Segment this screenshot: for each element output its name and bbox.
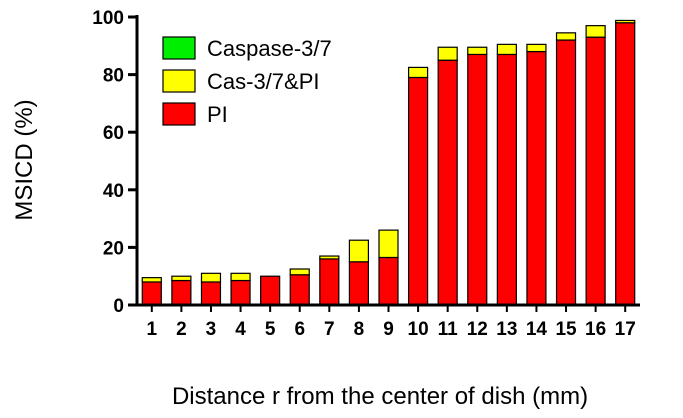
y-tick-label: 100 — [92, 8, 124, 29]
legend-swatch — [162, 69, 196, 93]
bar-segment-pi — [555, 39, 577, 306]
x-tick-label: 1 — [147, 319, 158, 340]
bar-segment-cas-3-7-pi — [496, 43, 517, 56]
y-tick-label: 20 — [103, 238, 124, 259]
legend: Caspase-3/7 Cas-3/7&PI PI — [162, 36, 332, 127]
bar-segment-cas-3-7-pi — [348, 239, 370, 263]
y-axis-label: MSICD (%) — [11, 99, 38, 220]
x-tick-label: 5 — [265, 319, 276, 340]
x-tick-label: 17 — [615, 319, 636, 340]
y-tick-label: 80 — [103, 66, 124, 87]
x-tick-label: 4 — [235, 319, 246, 340]
bar-segment-cas-3-7-pi — [141, 277, 162, 283]
plot-area — [141, 19, 636, 306]
x-axis-label: Distance r from the center of dish (mm) — [172, 383, 588, 410]
bar-segment-pi — [378, 256, 399, 306]
y-tick-label: 60 — [103, 123, 124, 144]
bar-segment-pi — [289, 274, 310, 306]
legend-swatch — [162, 102, 196, 126]
bar-segment-pi — [171, 279, 192, 306]
bar-segment-pi — [260, 275, 281, 306]
bar-segment-cas-3-7-pi — [378, 229, 399, 259]
bar-segment-cas-3-7-pi — [319, 255, 340, 260]
legend-swatch — [162, 36, 196, 60]
x-tick-label: 16 — [585, 319, 606, 340]
bar-segment-cas-3-7-pi — [200, 272, 222, 283]
bar-segment-cas-3-7-pi — [526, 43, 547, 53]
x-tick-label: 15 — [555, 319, 577, 340]
y-tick-label: 40 — [103, 181, 124, 202]
bar-segment-cas-3-7-pi — [615, 19, 636, 24]
bar-segment-pi — [407, 76, 429, 306]
x-tick-label: 2 — [176, 319, 187, 340]
bar-segment-cas-3-7-pi — [437, 46, 458, 61]
x-tick-label: 9 — [383, 319, 394, 340]
legend-label: Cas-3/7&PI — [207, 69, 320, 94]
x-tick-label: 7 — [324, 319, 335, 340]
bar-segment-cas-3-7-pi — [585, 25, 606, 38]
x-tick-label: 12 — [467, 319, 488, 340]
x-tick-label: 6 — [294, 319, 305, 340]
bar-segment-pi — [200, 281, 222, 306]
bar-segment-pi — [141, 281, 162, 306]
x-tick-label: 14 — [526, 319, 548, 340]
legend-label: Caspase-3/7 — [207, 36, 332, 61]
bar-segment-cas-3-7-pi — [555, 32, 577, 41]
bar-segment-pi — [437, 59, 458, 306]
bar-segment-cas-3-7-pi — [467, 46, 488, 56]
x-tick-label: 10 — [408, 319, 429, 340]
x-tick-label: 3 — [206, 319, 217, 340]
bar-segment-pi — [230, 279, 251, 306]
bar-segment-pi — [348, 261, 370, 306]
x-tick-label: 8 — [354, 319, 365, 340]
bar-segment-cas-3-7-pi — [407, 66, 429, 79]
y-axis: 0 20 40 60 80 100 — [92, 8, 139, 317]
bar-segment-cas-3-7-pi — [171, 275, 192, 282]
bar-segment-pi — [526, 50, 547, 306]
bar-segment-pi — [319, 258, 340, 306]
x-tick-label: 13 — [496, 319, 517, 340]
bar-segment-pi — [615, 22, 636, 306]
bar-segment-pi — [585, 36, 606, 306]
y-tick-label: 0 — [113, 296, 124, 317]
x-tick-label: 11 — [438, 319, 459, 340]
legend-label: PI — [207, 102, 228, 127]
bar-segment-pi — [496, 53, 517, 306]
bar-segment-cas-3-7-pi — [289, 268, 310, 276]
bar-segment-cas-3-7-pi — [230, 272, 251, 282]
bar-segment-pi — [467, 53, 488, 306]
x-axis: 1 2 3 4 5 6 7 8 9 10 11 12 13 14 15 16 17 — [137, 303, 640, 340]
